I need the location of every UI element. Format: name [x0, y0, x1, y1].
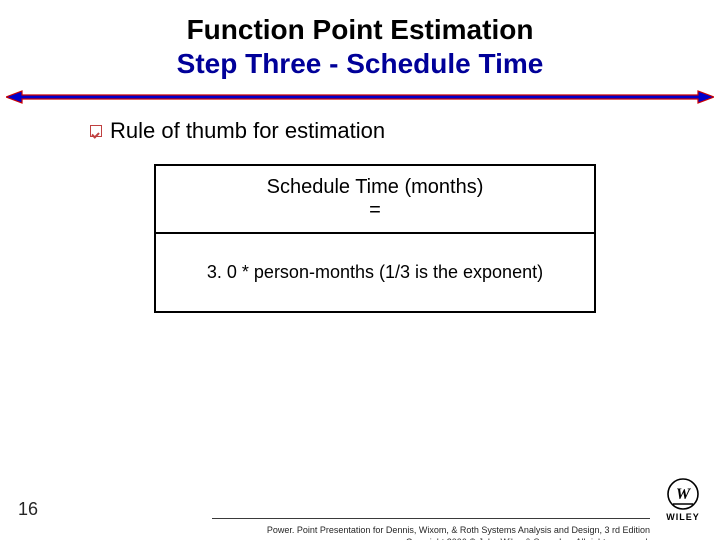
bullet-row: Rule of thumb for estimation: [90, 118, 385, 144]
slide: Function Point Estimation Step Three - S…: [0, 0, 720, 540]
formula-bottom: 3. 0 * person-months (1/3 is the exponen…: [156, 234, 594, 311]
footer-rule: [212, 518, 650, 519]
wiley-mark-icon: W: [666, 477, 700, 511]
formula-equals: =: [168, 199, 582, 222]
formula-top: Schedule Time (months) =: [156, 166, 594, 234]
title-line1: Function Point Estimation: [0, 14, 720, 46]
double-arrow-divider: [6, 90, 714, 104]
double-arrow-icon: [6, 90, 714, 104]
title-block: Function Point Estimation Step Three - S…: [0, 14, 720, 81]
page-number: 16: [18, 499, 38, 520]
footer-text: Power. Point Presentation for Dennis, Wi…: [212, 524, 650, 540]
formula-top-line: Schedule Time (months): [267, 176, 484, 198]
wiley-wordmark: WILEY: [660, 512, 706, 522]
publisher-logo: W WILEY: [660, 477, 706, 522]
title-line2: Step Three - Schedule Time: [0, 46, 720, 81]
bullet-text: Rule of thumb for estimation: [110, 118, 385, 144]
footer-line1: Power. Point Presentation for Dennis, Wi…: [267, 525, 650, 535]
svg-text:W: W: [676, 486, 692, 503]
formula-box: Schedule Time (months) = 3. 0 * person-m…: [154, 164, 596, 313]
checkbox-icon: [90, 125, 102, 137]
